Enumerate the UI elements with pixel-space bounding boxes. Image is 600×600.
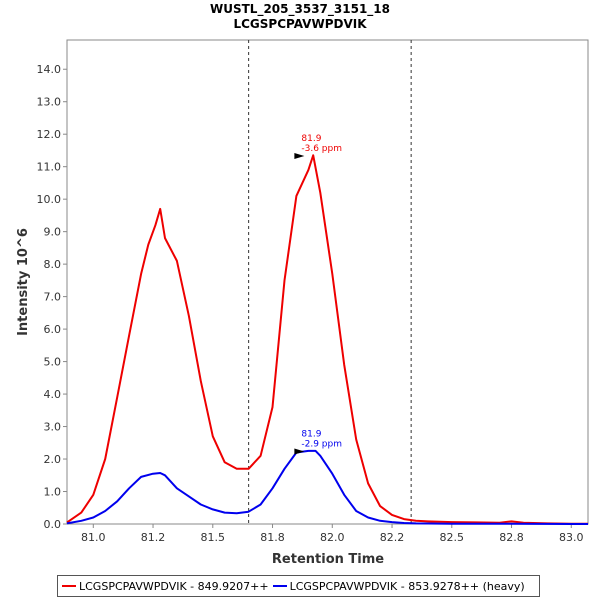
- series-layer: [66, 154, 588, 525]
- annotation-ppm: -3.6 ppm: [301, 144, 342, 154]
- annotation-time: 81.9: [301, 134, 321, 144]
- x-axis-ticks: 81.0 81.2 81.5 81.8 82.0 82.2 82.5 82.8 83.0: [81, 524, 584, 544]
- x-tick-label: 82.2: [380, 531, 405, 544]
- legend: LCGSPCPAVWPDVIK - 849.9207++ LCGSPCPAVWPD…: [57, 575, 540, 597]
- chart-title: WUSTL_205_3537_3151_18: [210, 2, 390, 17]
- y-tick-label: 14.0: [37, 63, 62, 76]
- y-tick-label: 13.0: [37, 96, 62, 109]
- y-tick-label: 4.0: [44, 388, 62, 401]
- x-tick-label: 82.0: [320, 531, 345, 544]
- y-tick-label: 2.0: [44, 453, 62, 466]
- x-tick-label: 81.5: [201, 531, 226, 544]
- x-axis-label: Retention Time: [272, 552, 384, 567]
- y-tick-label: 10.0: [37, 193, 62, 206]
- legend-swatch: [272, 585, 287, 587]
- legend-swatch: [62, 585, 76, 587]
- y-tick-label: 1.0: [44, 486, 62, 499]
- x-tick-label: 82.8: [499, 531, 524, 544]
- chart-subtitle: LCGSPCPAVWPDVIK: [233, 17, 367, 31]
- annotation-ppm: -2.9 ppm: [301, 440, 342, 450]
- y-tick-label: 11.0: [37, 161, 62, 174]
- legend-item: LCGSPCPAVWPDVIK - 849.9207++: [62, 580, 269, 593]
- series-line-1: [66, 154, 588, 525]
- annotation-time: 81.9: [301, 430, 321, 440]
- series-line-2: [66, 449, 588, 525]
- y-tick-label: 6.0: [44, 323, 62, 336]
- boundary-lines: [248, 40, 412, 524]
- x-tick-label: 81.0: [81, 531, 106, 544]
- y-axis-ticks: 0.0 1.0 2.0 3.0 4.0 5.0 6.0 7.0 8.0 9.0 10.0 11.0 12…: [37, 63, 67, 531]
- legend-label: LCGSPCPAVWPDVIK - 853.9278++ (heavy): [289, 579, 525, 593]
- y-tick-label: 8.0: [44, 258, 62, 271]
- annotation-marker: [294, 152, 305, 159]
- y-tick-label: 7.0: [44, 291, 62, 304]
- chromatogram-chart: WUSTL_205_3537_3151_18 LCGSPCPAVWPDVIK 8…: [16, 2, 589, 567]
- x-tick-label: 83.0: [559, 531, 584, 544]
- y-tick-label: 0.0: [44, 518, 62, 531]
- y-tick-label: 3.0: [44, 421, 62, 434]
- x-tick-label: 81.2: [141, 531, 166, 544]
- y-axis-label: Intensity 10^6: [16, 228, 31, 336]
- y-tick-label: 9.0: [44, 226, 62, 239]
- annotation-marker: [294, 448, 305, 455]
- legend-item: LCGSPCPAVWPDVIK - 853.9278++ (heavy): [272, 579, 525, 593]
- x-tick-label: 81.8: [260, 531, 285, 544]
- x-tick-label: 82.5: [440, 531, 465, 544]
- legend-label: LCGSPCPAVWPDVIK - 849.9207++: [79, 579, 269, 593]
- plot-area: [66, 39, 589, 525]
- y-tick-label: 5.0: [44, 356, 62, 369]
- y-tick-label: 12.0: [37, 128, 62, 141]
